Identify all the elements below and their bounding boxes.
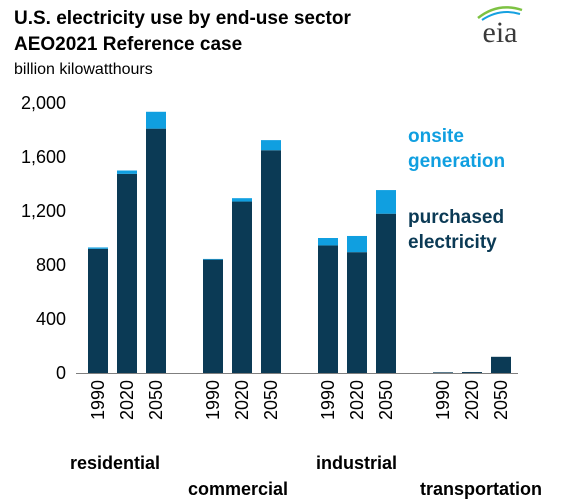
bar-purchased bbox=[376, 213, 396, 373]
x-tick-label: 1990 bbox=[203, 380, 223, 420]
y-tick-label: 1,200 bbox=[21, 201, 66, 221]
bar-purchased bbox=[88, 248, 108, 373]
bar-purchased bbox=[318, 245, 338, 373]
eia-logo: eia bbox=[477, 6, 523, 49]
sector-label-commercial: commercial bbox=[188, 479, 289, 499]
legend-purchased: purchased electricity bbox=[408, 205, 504, 255]
x-tick-label: 2050 bbox=[146, 380, 166, 420]
bar-purchased bbox=[232, 201, 252, 373]
x-tick-label: 2020 bbox=[232, 380, 252, 420]
x-tick-label: 2050 bbox=[376, 380, 396, 420]
bar-purchased bbox=[347, 252, 367, 373]
y-tick-label: 800 bbox=[36, 255, 66, 275]
bar-purchased bbox=[491, 356, 511, 373]
logo-swoosh-blue bbox=[481, 11, 521, 21]
sector-label-industrial: industrial bbox=[316, 453, 398, 473]
bar-purchased bbox=[462, 372, 482, 373]
bar-purchased bbox=[117, 173, 137, 373]
legend-purchased-line1: purchased bbox=[408, 207, 505, 228]
y-tick-label: 1,600 bbox=[21, 147, 66, 167]
x-tick-label: 1990 bbox=[433, 380, 453, 420]
x-tick-label: 2020 bbox=[462, 380, 482, 420]
sector-label-residential: residential bbox=[70, 453, 161, 473]
x-tick-label: 2050 bbox=[261, 380, 281, 420]
chart-title: U.S. electricity use by end-use sector bbox=[14, 8, 351, 29]
units-label: billion kilowatthours bbox=[14, 61, 153, 78]
x-tick-label: 2050 bbox=[491, 380, 511, 420]
bar-onsite bbox=[203, 258, 223, 260]
bar-purchased bbox=[146, 128, 166, 373]
x-tick-label: 2020 bbox=[347, 380, 367, 420]
y-tick-label: 2,000 bbox=[21, 93, 66, 113]
legend-onsite-line1: onsite bbox=[408, 126, 464, 147]
legend-onsite-line2: generation bbox=[408, 151, 506, 172]
bar-purchased bbox=[433, 372, 453, 373]
bar-purchased bbox=[203, 259, 223, 373]
bar-onsite bbox=[376, 190, 396, 214]
legend-purchased-line2: electricity bbox=[408, 232, 497, 253]
logo-text: eia bbox=[483, 16, 518, 49]
bar-onsite bbox=[117, 170, 137, 174]
bar-onsite bbox=[261, 140, 281, 151]
sector-label-transportation: transportation bbox=[420, 479, 543, 499]
bar-onsite bbox=[347, 235, 367, 253]
bar-onsite bbox=[232, 198, 252, 202]
bar-onsite bbox=[88, 247, 108, 249]
bar-onsite bbox=[318, 238, 338, 246]
x-tick-label: 1990 bbox=[318, 380, 338, 420]
logo-swoosh-green bbox=[477, 6, 523, 19]
chart-subtitle: AEO2021 Reference case bbox=[14, 34, 243, 55]
legend-onsite: onsite generation bbox=[408, 124, 505, 174]
x-tick-label: 2020 bbox=[117, 380, 137, 420]
bar-onsite bbox=[146, 111, 166, 129]
y-tick-label: 400 bbox=[36, 309, 66, 329]
bar-purchased bbox=[261, 150, 281, 373]
y-tick-label: 0 bbox=[56, 363, 66, 383]
x-tick-label: 1990 bbox=[88, 380, 108, 420]
